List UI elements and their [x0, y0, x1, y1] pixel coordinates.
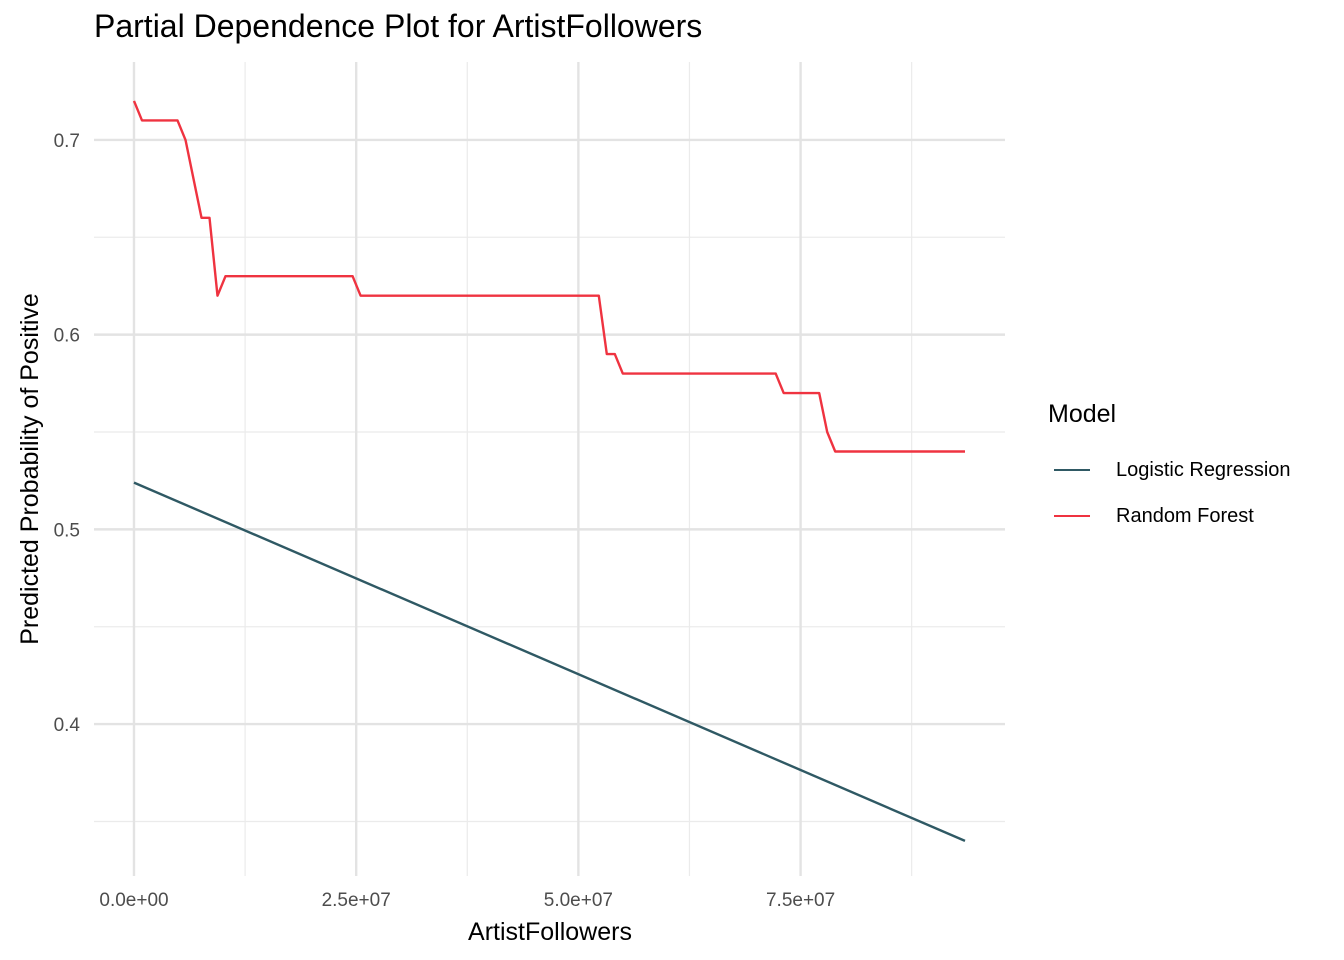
- x-tick-label: 0.0e+00: [99, 890, 168, 911]
- legend-title: Model: [1048, 400, 1117, 428]
- x-axis-tick-labels: 0.0e+00 2.5e+07 5.0e+07 7.5e+07: [99, 890, 835, 911]
- minor-gridlines: [94, 62, 1005, 876]
- legend-key-random-forest: [1054, 514, 1090, 518]
- x-axis-title: ArtistFollowers: [468, 918, 632, 946]
- legend: Model Logistic Regression Random Forest: [1048, 400, 1291, 539]
- legend-label-random-forest: Random Forest: [1116, 504, 1254, 527]
- legend-key-logistic-regression: [1054, 468, 1090, 472]
- y-axis-tick-labels: 0.4 0.5 0.6 0.7: [54, 131, 81, 736]
- legend-item-logistic-regression: Logistic Regression: [1048, 447, 1291, 493]
- series-lines: [132, 100, 966, 843]
- legend-label-logistic-regression: Logistic Regression: [1116, 458, 1291, 481]
- x-tick-label: 7.5e+07: [766, 890, 835, 911]
- series-line-logistic-regression: [133, 481, 966, 843]
- chart-title: Partial Dependence Plot for ArtistFollow…: [94, 8, 703, 44]
- x-tick-label: 5.0e+07: [544, 890, 613, 911]
- y-tick-label: 0.4: [54, 715, 81, 736]
- major-gridlines: [94, 62, 1005, 876]
- legend-item-random-forest: Random Forest: [1048, 493, 1291, 539]
- y-axis-title: Predicted Probability of Positive: [16, 293, 44, 645]
- x-tick-label: 2.5e+07: [322, 890, 391, 911]
- y-tick-label: 0.6: [54, 326, 80, 347]
- y-tick-label: 0.5: [54, 520, 80, 541]
- series-line-random-forest: [132, 100, 965, 453]
- y-tick-label: 0.7: [54, 131, 80, 152]
